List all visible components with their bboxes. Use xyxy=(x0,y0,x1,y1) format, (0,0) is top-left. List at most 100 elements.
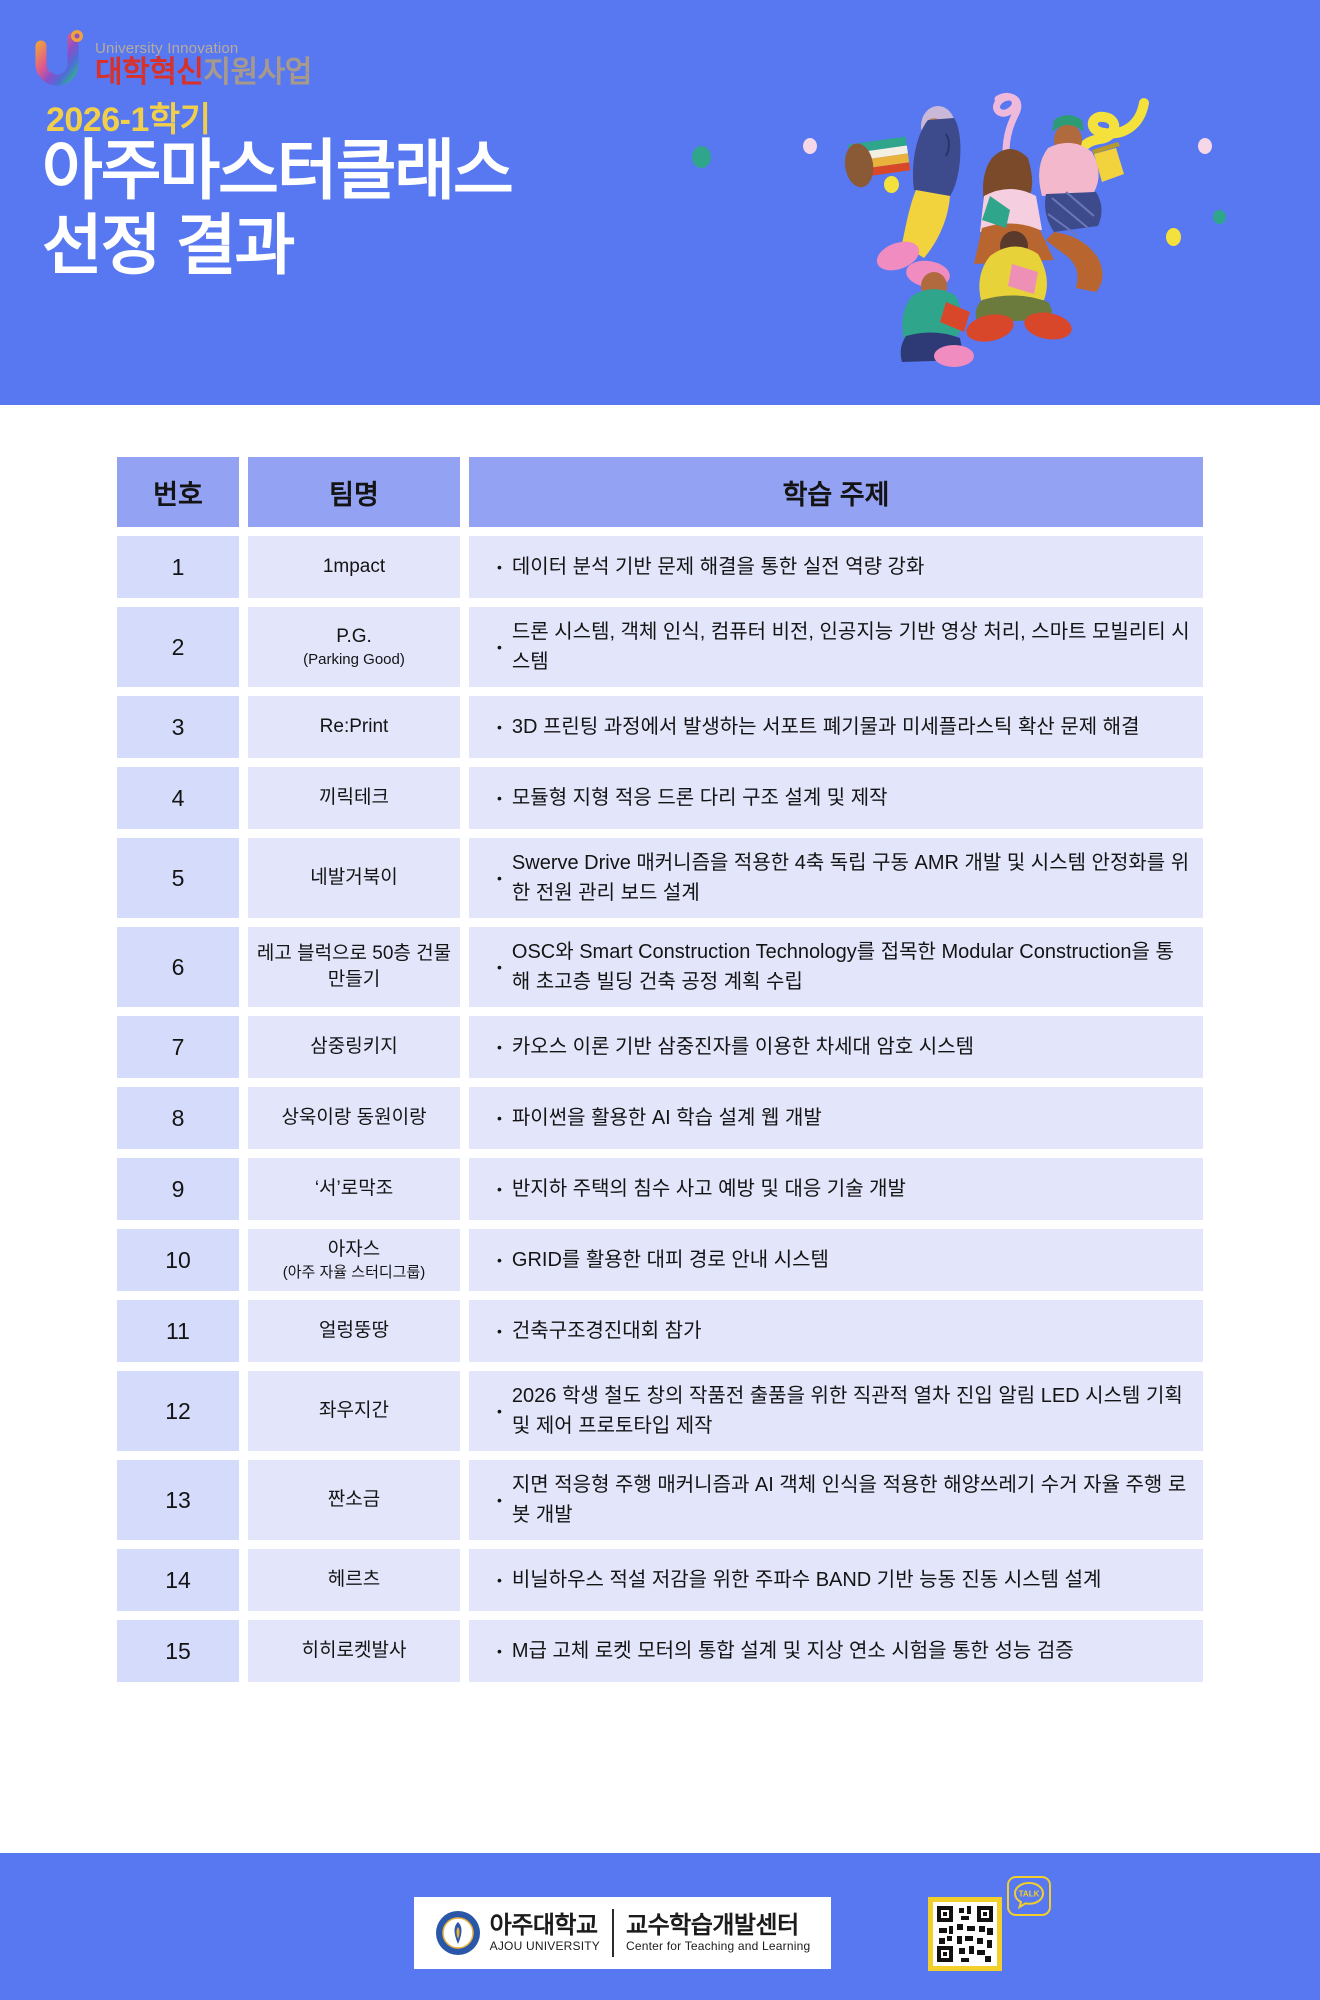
decor-squiggles xyxy=(993,92,1149,180)
topic-bullet: • xyxy=(497,958,502,975)
table-row-topic-cell: • 반지하 주택의 침수 사고 예방 및 대응 기술 개발 xyxy=(469,1158,1203,1220)
footer-bar: 아주대학교 AJOU UNIVERSITY 교수학습개발센터 Center fo… xyxy=(0,1853,1320,2000)
table-row-team-cell: 히히로켓발사 xyxy=(248,1620,460,1682)
topic-text: 건축구조경진대회 참가 xyxy=(511,1320,702,1342)
logo-divider xyxy=(612,1909,615,1957)
table-row-topic-cell: • 지면 적응형 주행 매커니즘과 AI 객체 인식을 적용한 해양쓰레기 수거… xyxy=(469,1460,1203,1540)
team-name: 끼릭테크 xyxy=(319,787,389,809)
topic-bullet: • xyxy=(497,1322,502,1339)
topic-bullet: • xyxy=(497,1251,502,1268)
team-name: 아자스 xyxy=(327,1239,381,1261)
center-name-en: Center for Teaching and Learning xyxy=(626,1938,811,1953)
topic-text: 데이터 분석 기반 문제 해결을 통한 실전 역량 강화 xyxy=(511,556,925,578)
team-name: 좌우지간 xyxy=(319,1400,389,1422)
table-row-topic-cell: • 모듈형 지형 적응 드론 다리 구조 설계 및 제작 xyxy=(469,767,1203,829)
row-number: 14 xyxy=(117,1549,239,1611)
table-row-topic-cell: • OSC와 Smart Construction Technology를 접목… xyxy=(469,927,1203,1007)
qr-code xyxy=(928,1897,1002,1971)
logo-title: 대학혁신지원사업 xyxy=(95,57,312,89)
row-number: 10 xyxy=(117,1229,239,1291)
topic-bullet: • xyxy=(497,558,502,575)
col-header-team: 팀명 xyxy=(248,457,460,527)
university-logo-box: 아주대학교 AJOU UNIVERSITY 교수학습개발센터 Center fo… xyxy=(414,1897,831,1969)
topic-bullet: • xyxy=(497,869,502,886)
table-row-topic-cell: • 데이터 분석 기반 문제 해결을 통한 실전 역량 강화 xyxy=(469,536,1203,598)
decor-dot-yellow xyxy=(1166,228,1181,246)
row-number: 4 xyxy=(117,767,239,829)
program-logo: University Innovation 대학혁신지원사업 xyxy=(33,28,312,90)
reading-people-illustration xyxy=(844,106,1124,367)
table-row-topic-cell: • M급 고체 로켓 모터의 통합 설계 및 지상 연소 시험을 통한 성능 검… xyxy=(469,1620,1203,1682)
table-row-team-cell: 삼중링키지 xyxy=(248,1016,460,1078)
topic-bullet: • xyxy=(497,718,502,735)
row-number: 7 xyxy=(117,1016,239,1078)
page-title-line1: 아주마스터클래스 xyxy=(42,133,514,207)
table-row-team-cell: 헤르츠 xyxy=(248,1549,460,1611)
table-row-topic-cell: • 3D 프린팅 과정에서 발생하는 서포트 폐기물과 미세플라스틱 확산 문제… xyxy=(469,696,1203,758)
table-row-team-cell: 레고 블럭으로 50층 건물 만들기 xyxy=(248,927,460,1007)
table-row-team-cell: 상욱이랑 동원이랑 xyxy=(248,1087,460,1149)
decor-dot-pink xyxy=(803,138,817,154)
university-innovation-logo-icon xyxy=(35,30,83,86)
topic-bullet: • xyxy=(497,1642,502,1659)
logo-subtitle: University Innovation xyxy=(95,40,239,57)
table-row-topic-cell: • 비닐하우스 적설 저감을 위한 주파수 BAND 기반 능동 진동 시스템 … xyxy=(469,1549,1203,1611)
col-header-topic: 학습 주제 xyxy=(469,457,1203,527)
university-name: 아주대학교 AJOU UNIVERSITY xyxy=(490,1912,600,1953)
table-row-topic-cell: • 카오스 이론 기반 삼중진자를 이용한 차세대 암호 시스템 xyxy=(469,1016,1203,1078)
kakao-talk-icon: TALK xyxy=(1007,1876,1051,1916)
team-name: 1mpact xyxy=(322,556,386,578)
row-number: 12 xyxy=(117,1371,239,1451)
topic-bullet: • xyxy=(497,789,502,806)
results-section: 번호 팀명 학습 주제 1 1mpact • 데이터 분석 기반 문제 해결을 … xyxy=(117,457,1203,1682)
row-number: 9 xyxy=(117,1158,239,1220)
logo-title-red: 대학혁신 xyxy=(95,56,204,89)
team-name: 상욱이랑 동원이랑 xyxy=(281,1107,427,1129)
topic-text: OSC와 Smart Construction Technology를 접목한 … xyxy=(511,941,1174,993)
team-name: Re:Print xyxy=(319,716,389,738)
col-header-number: 번호 xyxy=(117,457,239,527)
row-number: 2 xyxy=(117,607,239,687)
center-name-kr: 교수학습개발센터 xyxy=(626,1912,799,1940)
topic-text: 3D 프린팅 과정에서 발생하는 서포트 폐기물과 미세플라스틱 확산 문제 해… xyxy=(511,716,1140,738)
center-name: 교수학습개발센터 Center for Teaching and Learnin… xyxy=(626,1912,810,1953)
top-banner: University Innovation 대학혁신지원사업 2026-1학기 … xyxy=(0,0,1320,405)
table-row-team-cell: 아자스 (아주 자율 스터디그룹) xyxy=(248,1229,460,1291)
topic-text: 드론 시스템, 객체 인식, 컴퓨터 비전, 인공지능 기반 영상 처리, 스마… xyxy=(511,621,1190,673)
topic-text: Swerve Drive 매커니즘을 적용한 4축 독립 구동 AMR 개발 및… xyxy=(511,852,1190,904)
table-row-topic-cell: • Swerve Drive 매커니즘을 적용한 4축 독립 구동 AMR 개발… xyxy=(469,838,1203,918)
decor-dot-teal xyxy=(1213,210,1226,224)
team-name: P.G. xyxy=(336,626,372,648)
table-row-team-cell: 좌우지간 xyxy=(248,1371,460,1451)
page-title: 아주마스터클래스 선정 결과 xyxy=(42,133,514,283)
table-row-team-cell: 네발거북이 xyxy=(248,838,460,918)
topic-text: M급 고체 로켓 모터의 통합 설계 및 지상 연소 시험을 통한 성능 검증 xyxy=(511,1640,1074,1662)
topic-text: 2026 학생 철도 창의 작품전 출품을 위한 직관적 열차 진입 알림 LE… xyxy=(511,1385,1183,1437)
results-table: 번호 팀명 학습 주제 1 1mpact • 데이터 분석 기반 문제 해결을 … xyxy=(117,457,1203,1682)
row-number: 11 xyxy=(117,1300,239,1362)
topic-text: 반지하 주택의 침수 사고 예방 및 대응 기술 개발 xyxy=(511,1178,906,1200)
table-row-topic-cell: • 2026 학생 철도 창의 작품전 출품을 위한 직관적 열차 진입 알림 … xyxy=(469,1371,1203,1451)
logo-title-gray: 지원사업 xyxy=(203,56,312,89)
topic-text: 비닐하우스 적설 저감을 위한 주파수 BAND 기반 능동 진동 시스템 설계 xyxy=(511,1569,1102,1591)
row-number: 15 xyxy=(117,1620,239,1682)
table-row-topic-cell: • 건축구조경진대회 참가 xyxy=(469,1300,1203,1362)
row-number: 6 xyxy=(117,927,239,1007)
team-subname: (Parking Good) xyxy=(303,651,405,669)
semester-label: 2026-1학기 xyxy=(46,101,211,139)
table-row-team-cell: Re:Print xyxy=(248,696,460,758)
team-name: 헤르츠 xyxy=(327,1569,381,1591)
table-row-topic-cell: • 파이썬을 활용한 AI 학습 설계 웹 개발 xyxy=(469,1087,1203,1149)
university-name-kr: 아주대학교 xyxy=(489,1912,598,1940)
table-row-team-cell: 얼렁뚱땅 xyxy=(248,1300,460,1362)
topic-text: GRID를 활용한 대피 경로 안내 시스템 xyxy=(511,1249,829,1271)
qr-code-pattern xyxy=(933,1902,997,1966)
talk-label: TALK xyxy=(1019,1890,1040,1899)
topic-bullet: • xyxy=(497,1402,502,1419)
topic-bullet: • xyxy=(497,638,502,655)
table-row-topic-cell: • GRID를 활용한 대피 경로 안내 시스템 xyxy=(469,1229,1203,1291)
table-row-team-cell: ‘서’로막조 xyxy=(248,1158,460,1220)
table-row-team-cell: P.G. (Parking Good) xyxy=(248,607,460,687)
row-number: 5 xyxy=(117,838,239,918)
team-name: 레고 블럭으로 50층 건물 만들기 xyxy=(256,943,452,990)
